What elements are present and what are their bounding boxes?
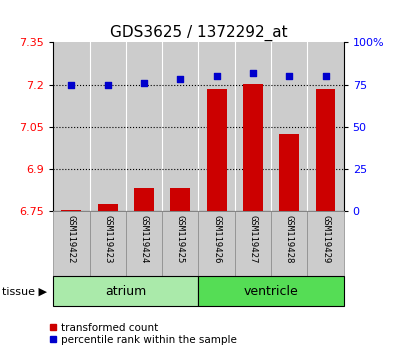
Text: GSM119429: GSM119429 [321,215,330,264]
Point [105,82,111,87]
Point [177,77,184,82]
Bar [199,276,344,306]
Text: atrium: atrium [105,285,147,298]
Text: GSM119425: GSM119425 [176,215,185,264]
Bar [271,211,307,276]
Text: GSM119427: GSM119427 [248,215,258,264]
Point [322,73,329,79]
Bar [307,42,344,211]
Title: GDS3625 / 1372292_at: GDS3625 / 1372292_at [110,25,287,41]
Point [68,82,75,87]
Text: GSM119423: GSM119423 [103,215,112,264]
Text: GSM119422: GSM119422 [67,215,76,264]
Bar [90,42,126,211]
Point [250,70,256,76]
Point [213,73,220,79]
Bar [235,211,271,276]
Bar [170,188,190,211]
Bar [134,188,154,211]
Bar [162,42,199,211]
Bar [279,135,299,211]
Text: GSM119428: GSM119428 [285,215,294,264]
Bar [53,42,90,211]
Text: GSM119426: GSM119426 [212,215,221,264]
Bar [126,42,162,211]
Bar [316,89,335,211]
Legend: transformed count, percentile rank within the sample: transformed count, percentile rank withi… [45,318,241,349]
Text: ventricle: ventricle [244,285,299,298]
Text: tissue ▶: tissue ▶ [2,286,47,296]
Bar [307,211,344,276]
Bar [271,42,307,211]
Bar [199,42,235,211]
Point [286,73,292,79]
Bar [53,211,90,276]
Bar [162,211,199,276]
Point [141,80,147,86]
Text: GSM119424: GSM119424 [139,215,149,264]
Bar [207,89,227,211]
Bar [199,211,235,276]
Bar [62,210,81,211]
Bar [98,205,118,211]
Bar [53,276,199,306]
Bar [90,211,126,276]
Bar [235,42,271,211]
Bar [243,84,263,211]
Bar [126,211,162,276]
